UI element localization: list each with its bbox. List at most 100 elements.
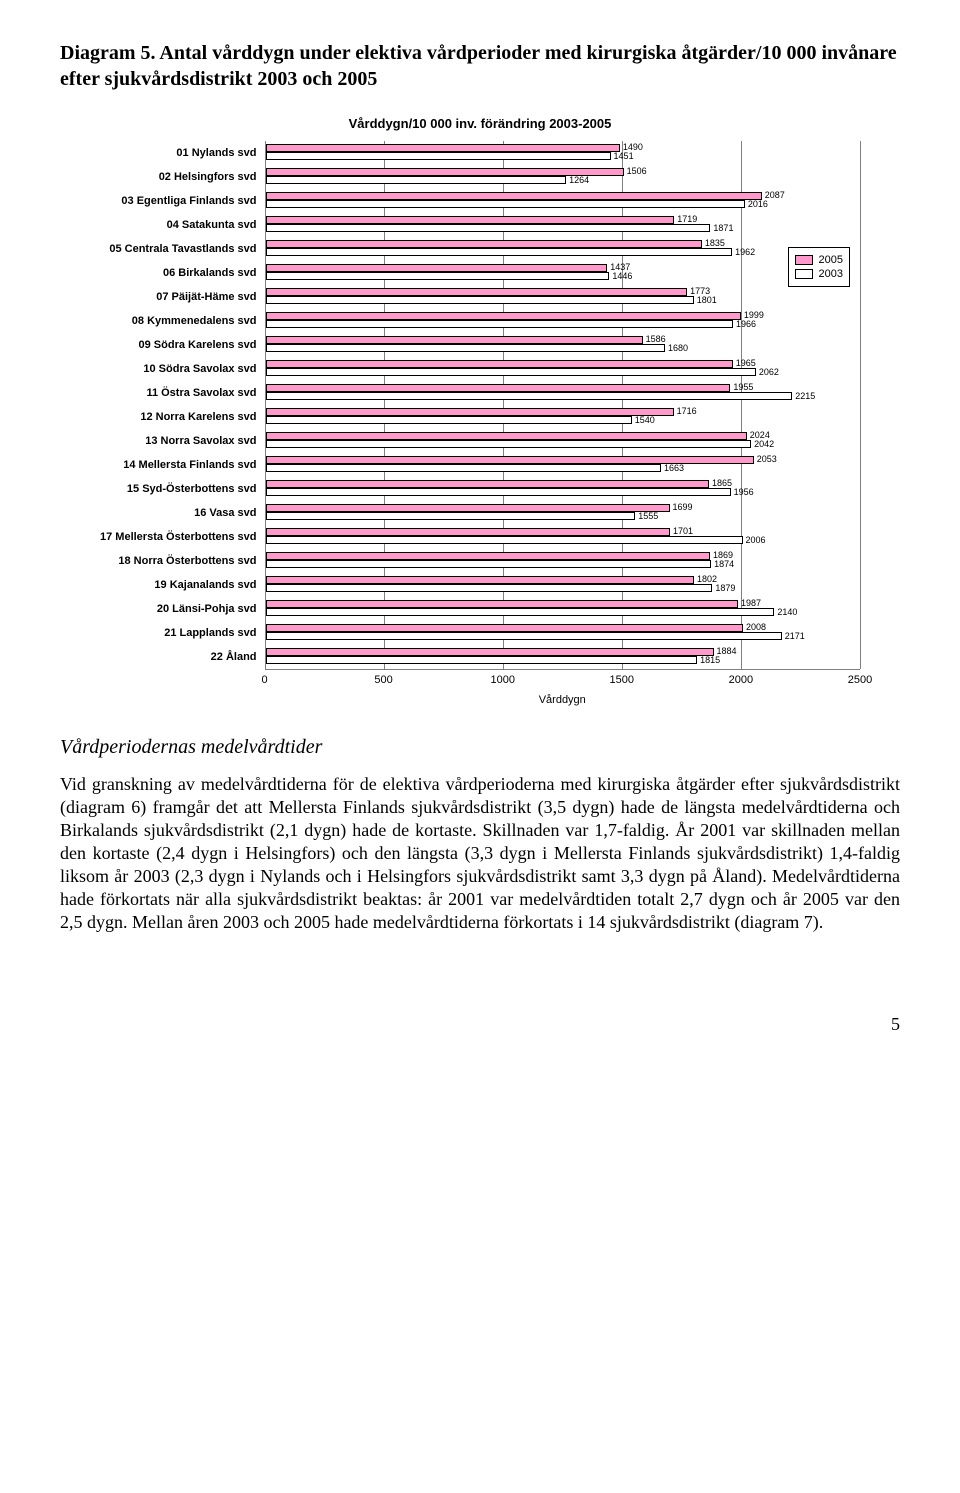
chart-category-label: 19 Kajanalands svd — [100, 573, 257, 597]
legend-swatch — [795, 269, 813, 279]
bar-2003 — [266, 200, 745, 208]
bar-pair: 18841815 — [266, 645, 860, 669]
chart-category-label: 22 Åland — [100, 645, 257, 669]
bar-value-label: 1699 — [673, 502, 693, 512]
legend-row: 2003 — [795, 268, 843, 280]
bar-value-label: 1879 — [715, 583, 735, 593]
bar-value-label: 1802 — [697, 574, 717, 584]
chart-title: Vårddygn/10 000 inv. förändring 2003-200… — [100, 116, 860, 131]
bar-2003 — [266, 224, 711, 232]
bar-2003 — [266, 656, 698, 664]
chart-container: Vårddygn/10 000 inv. förändring 2003-200… — [100, 116, 860, 706]
chart-category-label: 13 Norra Savolax svd — [100, 429, 257, 453]
bar-value-label: 1965 — [736, 358, 756, 368]
chart-category-label: 12 Norra Karelens svd — [100, 405, 257, 429]
bar-2003 — [266, 536, 743, 544]
bar-value-label: 1586 — [646, 334, 666, 344]
legend-label: 2003 — [819, 268, 843, 280]
bar-value-label: 2006 — [746, 535, 766, 545]
bar-pair: 19991966 — [266, 309, 860, 333]
section-subheading: Vårdperiodernas medelvårdtider — [60, 736, 900, 759]
bar-value-label: 1555 — [638, 511, 658, 521]
bar-pair: 15861680 — [266, 333, 860, 357]
chart-category-label: 02 Helsingfors svd — [100, 165, 257, 189]
bar-2005 — [266, 240, 702, 248]
bar-2005 — [266, 528, 670, 536]
bar-2003 — [266, 272, 610, 280]
legend-row: 2005 — [795, 254, 843, 266]
bar-2005 — [266, 576, 695, 584]
bar-2003 — [266, 560, 712, 568]
bar-pair: 17191871 — [266, 213, 860, 237]
bar-2003 — [266, 344, 665, 352]
bar-value-label: 1506 — [627, 166, 647, 176]
chart-category-label: 11 Östra Savolax svd — [100, 381, 257, 405]
bar-2003 — [266, 416, 632, 424]
bar-pair: 18651956 — [266, 477, 860, 501]
bar-2003 — [266, 176, 567, 184]
legend-label: 2005 — [819, 254, 843, 266]
bar-2005 — [266, 216, 675, 224]
bar-value-label: 1966 — [736, 319, 756, 329]
bar-2005 — [266, 504, 670, 512]
chart-category-label: 03 Egentliga Finlands svd — [100, 189, 257, 213]
chart-category-labels: 01 Nylands svd02 Helsingfors svd03 Egent… — [100, 141, 265, 706]
chart-category-label: 07 Päijät-Häme svd — [100, 285, 257, 309]
bar-2005 — [266, 192, 762, 200]
bar-2003 — [266, 632, 782, 640]
bar-2003 — [266, 440, 752, 448]
bar-value-label: 1719 — [677, 214, 697, 224]
bar-value-label: 2053 — [757, 454, 777, 464]
bar-value-label: 1955 — [733, 382, 753, 392]
chart-category-label: 04 Satakunta svd — [100, 213, 257, 237]
bar-value-label: 1663 — [664, 463, 684, 473]
bar-2003 — [266, 512, 636, 520]
diagram-heading: Diagram 5. Antal vårddygn under elektiva… — [60, 40, 900, 92]
bar-value-label: 1956 — [734, 487, 754, 497]
bar-value-label: 1801 — [697, 295, 717, 305]
bar-value-label: 1835 — [705, 238, 725, 248]
bar-pair: 20082171 — [266, 621, 860, 645]
x-tick-label: 2500 — [848, 674, 872, 686]
bar-pair: 14371446 — [266, 261, 860, 285]
bar-2003 — [266, 320, 734, 328]
bar-2003 — [266, 248, 733, 256]
bar-value-label: 1874 — [714, 559, 734, 569]
bar-2003 — [266, 368, 756, 376]
bar-pair: 14901451 — [266, 141, 860, 165]
bar-pair: 1699 1555 — [266, 501, 860, 525]
bar-2005 — [266, 384, 731, 392]
chart-category-label: 16 Vasa svd — [100, 501, 257, 525]
bar-pair: 1835 1962 — [266, 237, 860, 261]
bar-value-label: 2062 — [759, 367, 779, 377]
bar-value-label: 1540 — [635, 415, 655, 425]
x-tick-label: 0 — [261, 674, 267, 686]
bar-2005 — [266, 624, 743, 632]
bar-pair: 20872016 — [266, 189, 860, 213]
chart-category-label: 21 Lapplands svd — [100, 621, 257, 645]
chart-category-label: 14 Mellersta Finlands svd — [100, 453, 257, 477]
bar-value-label: 1987 — [741, 598, 761, 608]
bar-pair: 18021879 — [266, 573, 860, 597]
chart-x-label: Vårddygn — [265, 694, 860, 706]
page-number: 5 — [60, 1014, 900, 1035]
bar-value-label: 1716 — [677, 406, 697, 416]
bar-value-label: 1865 — [712, 478, 732, 488]
bar-2005 — [266, 648, 714, 656]
chart-legend: 2005 2003 — [788, 247, 850, 287]
chart-category-label: 08 Kymmenedalens svd — [100, 309, 257, 333]
bar-2003 — [266, 392, 793, 400]
bar-value-label: 2215 — [795, 391, 815, 401]
bar-value-label: 1962 — [735, 247, 755, 257]
bar-value-label: 1451 — [614, 151, 634, 161]
x-tick-label: 2000 — [729, 674, 753, 686]
chart-category-label: 09 Södra Karelens svd — [100, 333, 257, 357]
bar-2003 — [266, 488, 731, 496]
bar-2005 — [266, 432, 747, 440]
chart-category-label: 20 Länsi-Pohja svd — [100, 597, 257, 621]
body-paragraph: Vid granskning av medelvårdtiderna för d… — [60, 773, 900, 934]
chart-category-label: 01 Nylands svd — [100, 141, 257, 165]
x-tick-label: 1500 — [610, 674, 634, 686]
bar-2005 — [266, 288, 688, 296]
x-tick-label: 1000 — [490, 674, 514, 686]
